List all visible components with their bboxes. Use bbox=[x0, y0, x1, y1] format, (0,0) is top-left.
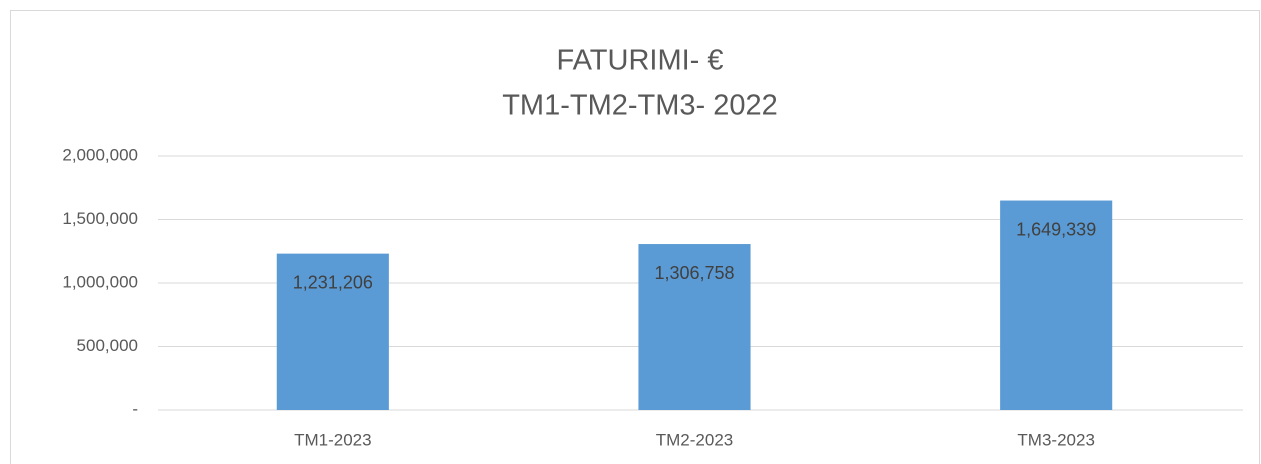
data-label: 1,231,206 bbox=[293, 272, 373, 292]
x-tick-label: TM2-2023 bbox=[656, 430, 733, 449]
y-tick-label: - bbox=[132, 399, 138, 418]
y-tick-label: 1,000,000 bbox=[62, 272, 138, 291]
y-tick-label: 500,000 bbox=[77, 336, 138, 355]
bar bbox=[638, 244, 751, 410]
bar bbox=[276, 253, 389, 410]
y-tick-label: 1,500,000 bbox=[62, 209, 138, 228]
x-tick-label: TM3-2023 bbox=[1017, 430, 1094, 449]
data-label: 1,306,758 bbox=[654, 263, 734, 283]
chart-subtitle: TM1-TM2-TM3- 2022 bbox=[502, 90, 778, 122]
x-tick-label: TM1-2023 bbox=[294, 430, 371, 449]
y-tick-label: 2,000,000 bbox=[62, 145, 138, 164]
chart-title: FATURIMI- € bbox=[556, 45, 723, 77]
data-label: 1,649,339 bbox=[1016, 219, 1096, 239]
bar bbox=[1000, 200, 1113, 410]
